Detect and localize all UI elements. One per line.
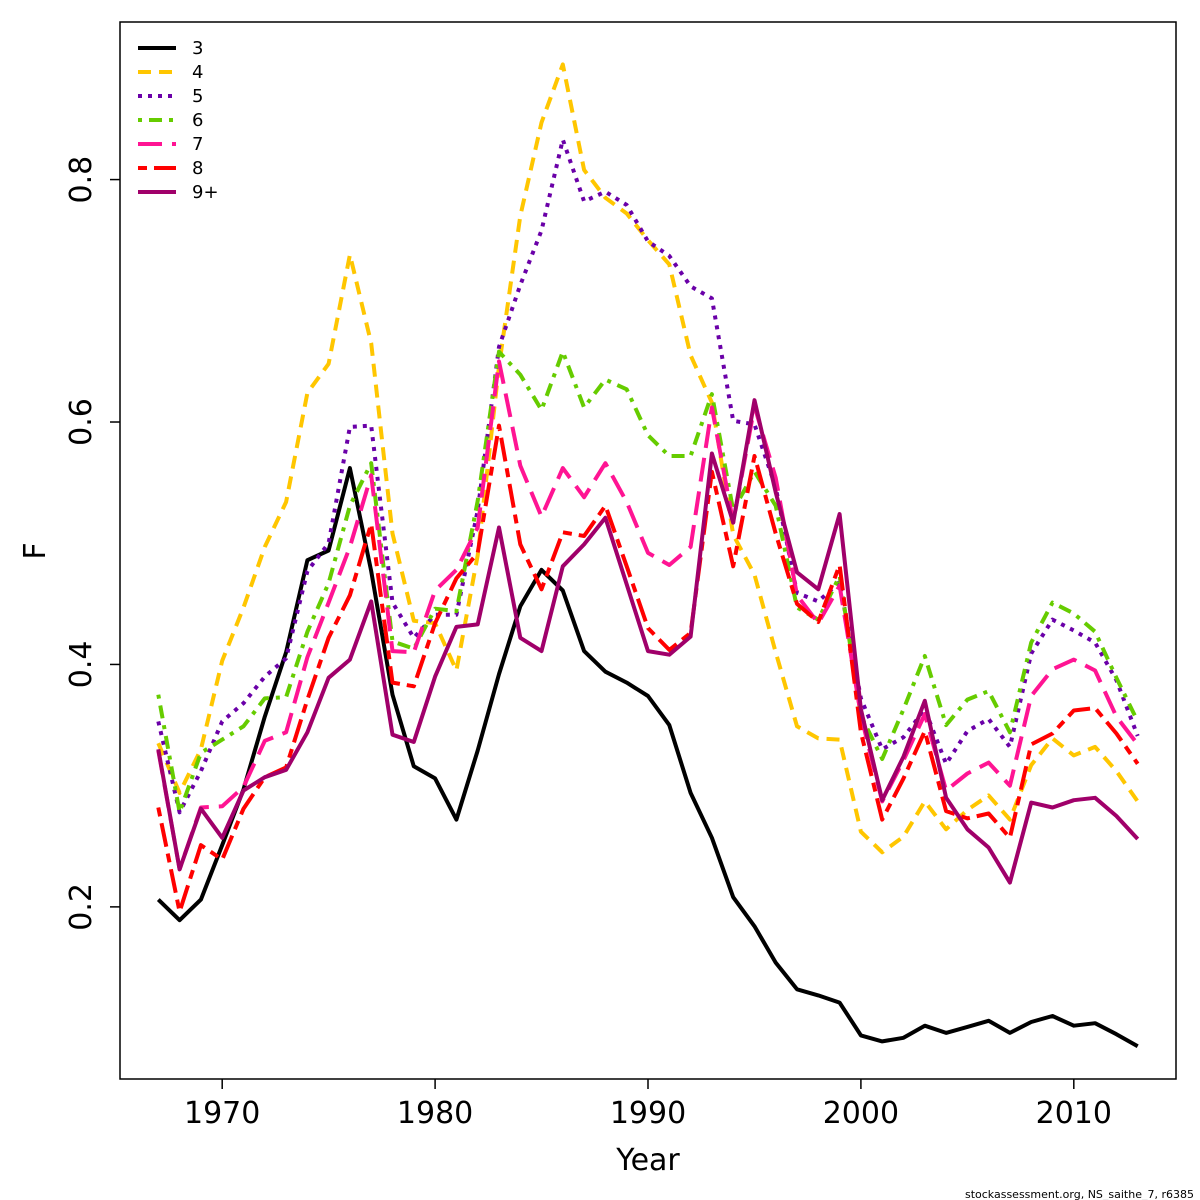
y-tick-label: 0.2 bbox=[64, 883, 99, 931]
series-lines bbox=[156, 62, 1140, 1049]
legend: 3 4 5 6 7 8 9+ bbox=[138, 38, 219, 203]
credit-text: stockassessment.org, NS_saithe_7, r6385 bbox=[965, 1188, 1194, 1200]
y-axis: 0.2 0.4 0.6 0.8 bbox=[64, 156, 120, 931]
x-tick-label: 2000 bbox=[823, 1096, 899, 1131]
legend-label: 9+ bbox=[192, 182, 219, 203]
series-line-3 bbox=[156, 466, 1139, 1049]
y-tick-label: 0.4 bbox=[64, 641, 99, 689]
legend-label: 6 bbox=[192, 110, 203, 131]
x-axis: 1970 1980 1990 2000 2010 bbox=[184, 1079, 1112, 1131]
x-tick-label: 1970 bbox=[184, 1096, 260, 1131]
legend-label: 5 bbox=[192, 86, 203, 107]
legend-label: 3 bbox=[192, 38, 203, 59]
x-tick-label: 1990 bbox=[610, 1096, 686, 1131]
series-line-7 bbox=[156, 359, 1140, 872]
x-axis-title: Year bbox=[615, 1143, 680, 1178]
legend-label: 7 bbox=[192, 134, 203, 155]
series-line-5 bbox=[156, 137, 1140, 815]
legend-label: 8 bbox=[192, 158, 203, 179]
series-line-6 bbox=[156, 349, 1140, 815]
series-line-4 bbox=[156, 62, 1140, 855]
legend-label: 4 bbox=[192, 62, 203, 83]
series-line-8 bbox=[156, 423, 1140, 914]
y-tick-label: 0.6 bbox=[64, 398, 99, 446]
x-tick-label: 1980 bbox=[397, 1096, 473, 1131]
y-axis-title: F bbox=[18, 542, 53, 559]
y-tick-label: 0.8 bbox=[64, 156, 99, 204]
x-tick-label: 2010 bbox=[1036, 1096, 1112, 1131]
series-line-9plus bbox=[156, 398, 1140, 885]
